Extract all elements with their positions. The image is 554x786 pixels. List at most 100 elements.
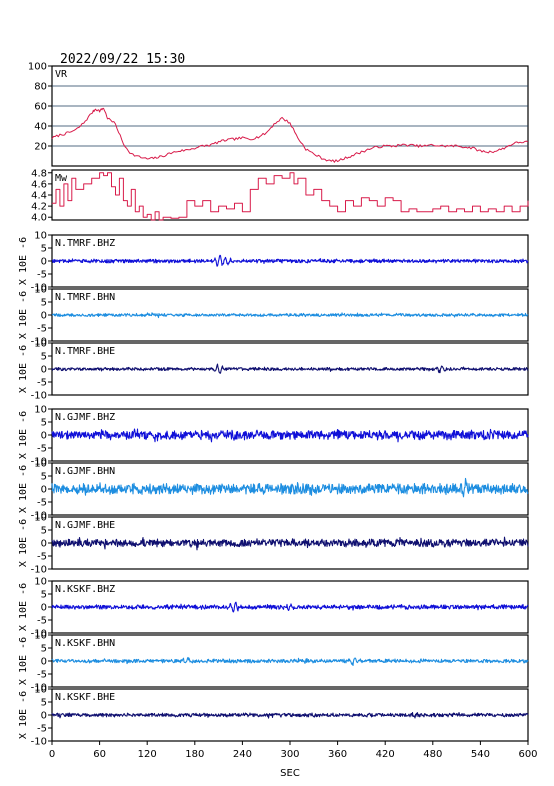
y-tick-label: 4.4 [31,191,47,202]
panel-label: N.TMRF.BHN [55,292,115,303]
series-line [51,312,529,319]
y-tick-label: 20 [34,142,47,153]
y-tick-label: -10 [31,283,47,294]
x-tick-label: 600 [518,749,537,760]
x-tick-label: 0 [49,749,55,760]
panel-n-tmrf-bhn: 10 5 0 -5 -10 N.TMRF.BHN X 10E -6 [18,285,529,348]
series-line [51,536,529,551]
y-tick-label: 0 [41,257,47,268]
x-axis-label: SEC [280,768,300,779]
y-tick-label: -5 [37,498,47,509]
y-tick-label: 0 [41,485,47,496]
panel-vr: 100 80 60 40 20 VR [28,62,529,167]
series-line [51,656,529,667]
y-tick-label: 0 [41,657,47,668]
y-tick-label: 0 [41,539,47,550]
y-tick-label: 4.0 [31,213,47,224]
unit-label: X 10E -6 [18,637,29,685]
y-tick-label: -10 [31,629,47,640]
y-tick-label: 10 [34,631,47,642]
x-tick-label: 120 [138,749,157,760]
y-tick-label: 5 [41,352,47,363]
panel-n-kskf-bhn: 10 5 0 -5 -10 N.KSKF.BHN X 10E -6 [18,631,529,694]
y-tick-label: -5 [37,270,47,281]
y-tick-label: -10 [31,391,47,402]
x-tick-label: 240 [233,749,252,760]
series-line [51,107,529,163]
unit-label: X 10E -6 [18,411,29,459]
y-tick-label: -5 [37,670,47,681]
y-tick-label: -5 [37,324,47,335]
unit-label: X 10E -6 [18,465,29,513]
y-tick-label: 5 [41,698,47,709]
y-tick-label: 0 [41,603,47,614]
panel-label: N.GJMF.BHE [55,520,115,531]
y-tick-label: 0 [41,365,47,376]
series-line [51,254,529,267]
y-tick-label: -10 [31,337,47,348]
y-tick-label: 60 [34,102,47,113]
y-tick-label: -5 [37,552,47,563]
y-tick-label: 4.8 [31,168,47,179]
series-line [51,363,529,374]
panel-label: N.KSKF.BHE [55,692,115,703]
y-tick-label: 0 [41,711,47,722]
y-tick-label: 5 [41,418,47,429]
datetime-header: 2022/09/22 15:30 [60,52,185,67]
series-line [51,601,529,613]
panel-label: N.TMRF.BHZ [55,238,115,249]
unit-label: X 10E -6 [18,291,29,339]
panel-n-tmrf-bhz: 10 5 0 -5 -10 N.TMRF.BHZ X 10E -6 [18,231,529,294]
y-tick-label: 5 [41,526,47,537]
y-tick-label: 10 [34,685,47,696]
x-tick-label: 60 [93,749,106,760]
series-line [51,477,529,498]
y-tick-label: -5 [37,378,47,389]
y-tick-label: -10 [31,511,47,522]
y-tick-label: -5 [37,444,47,455]
x-tick-label: 480 [423,749,442,760]
y-tick-label: 5 [41,590,47,601]
series-line [51,428,529,443]
y-tick-label: 5 [41,298,47,309]
unit-label: X 10E -6 [18,237,29,285]
y-tick-label: -10 [31,737,47,748]
y-tick-label: -10 [31,683,47,694]
panel-n-gjmf-bhz: 10 5 0 -5 -10 N.GJMF.BHZ X 10E -6 [18,405,529,468]
panel-label: N.GJMF.BHN [55,466,115,477]
x-tick-label: 300 [280,749,299,760]
y-tick-label: 0 [41,311,47,322]
panel-label: N.KSKF.BHN [55,638,115,649]
panel-n-gjmf-bhe: 10 5 0 -5 -10 N.GJMF.BHE X 10E -6 [18,513,529,576]
series-line [51,711,529,719]
y-tick-label: 100 [28,62,47,73]
panel-n-kskf-bhz: 10 5 0 -5 -10 N.KSKF.BHZ X 10E -6 [18,577,529,640]
y-tick-label: 80 [34,82,47,93]
panel-label: N.TMRF.BHE [55,346,115,357]
panel-frame [51,65,529,167]
y-tick-label: 10 [34,339,47,350]
y-tick-label: 10 [34,513,47,524]
y-tick-label: 10 [34,405,47,416]
x-tick-label: 540 [471,749,490,760]
unit-label: X 10E -6 [18,583,29,631]
y-tick-label: -10 [31,457,47,468]
panel-label: N.GJMF.BHZ [55,412,115,423]
panel-mw: 4.84.64.44.24.0 Mw [31,168,529,224]
unit-label: X 10E -6 [18,519,29,567]
unit-label: X 10E -6 [18,691,29,739]
series-line [52,172,529,221]
panel-n-kskf-bhe: 10 5 0 -5 -10 N.KSKF.BHE X 10E -6 [18,685,529,748]
x-tick-label: 360 [328,749,347,760]
y-tick-label: 10 [34,285,47,296]
y-tick-label: -5 [37,724,47,735]
panel-label: VR [55,69,68,80]
panel-n-gjmf-bhn: 10 5 0 -5 -10 N.GJMF.BHN X 10E -6 [18,459,529,522]
y-tick-label: 5 [41,244,47,255]
y-tick-label: 4.2 [31,202,47,213]
panel-label: Mw [55,173,68,184]
panel-label: N.KSKF.BHZ [55,584,115,595]
y-tick-label: 5 [41,472,47,483]
